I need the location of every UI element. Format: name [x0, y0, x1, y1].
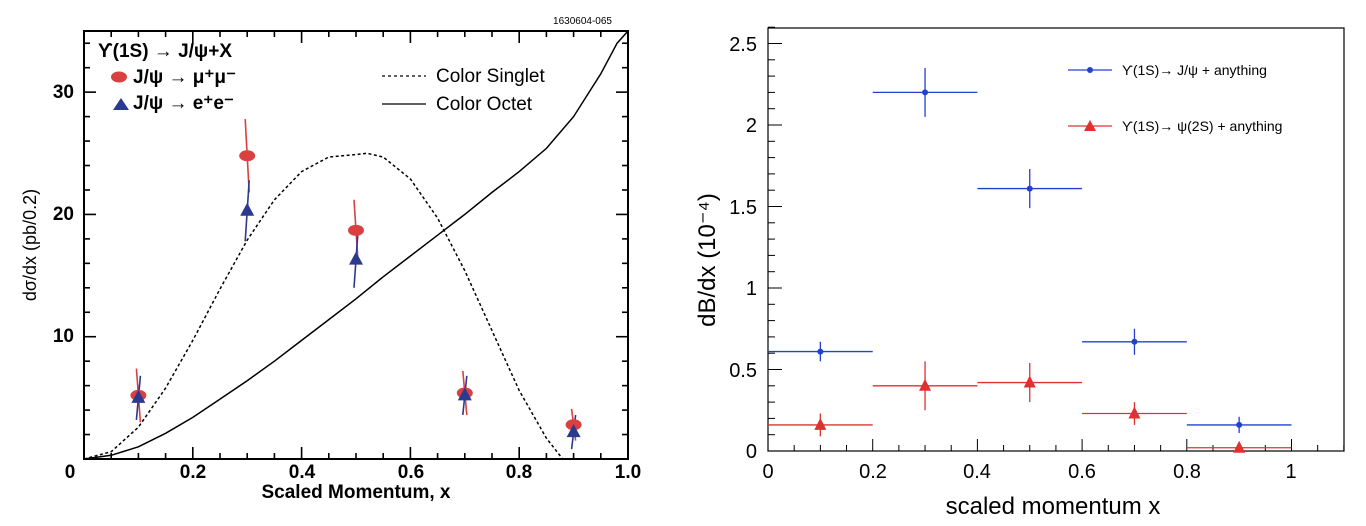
- data-point-ee: [349, 251, 363, 265]
- right-ticks: [767, 26, 1345, 452]
- left-x-tick-label: 0.4: [289, 462, 316, 483]
- right-y-tick-label: 1: [746, 278, 757, 300]
- data-point-ee: [566, 424, 581, 438]
- left-y-tick-label: 30: [53, 82, 74, 103]
- left-chart: 1630604-065 10 20 30 0 0.2 0.4 0.6 0.8 1…: [20, 16, 641, 503]
- data-point-mumu: [348, 224, 364, 236]
- left-points: [130, 119, 582, 450]
- data-point-psi2s: [919, 378, 932, 391]
- left-legend-octet: Color Octet: [436, 94, 533, 115]
- right-x-tick-label: 0: [762, 461, 773, 483]
- left-legend: ϒ(1S) → J/ψ+X J/ψ → μ⁺μ⁻ J/ψ → e⁺e⁻ Colo…: [98, 41, 545, 115]
- data-point-psi2s: [1128, 406, 1141, 419]
- legend-marker-ee: [113, 98, 129, 110]
- data-point-jpsi: [1236, 421, 1243, 428]
- color-singlet-curve: [83, 152, 564, 460]
- legend-marker-mumu: [111, 71, 127, 83]
- right-legend-jpsi: ϒ(1S)→ J/ψ + anything: [1122, 62, 1267, 78]
- left-legend-mumu: J/ψ → μ⁺μ⁻: [133, 67, 236, 88]
- data-point-jpsi: [1131, 338, 1138, 345]
- left-x-tick-label: 0: [65, 462, 76, 483]
- right-x-axis-label: scaled momentum x: [946, 493, 1161, 520]
- right-y-tick-label: 2: [746, 115, 757, 137]
- legend-marker-psi2s: [1084, 120, 1096, 131]
- data-point-ee: [240, 202, 255, 216]
- data-point-jpsi: [1026, 185, 1033, 192]
- left-x-tick-label: 0.6: [398, 462, 424, 483]
- right-y-axis-label: dB/dx (10⁻⁴): [694, 193, 721, 327]
- left-x-tick-label: 1.0: [615, 462, 641, 483]
- right-x-tick-label: 0.8: [1173, 461, 1201, 483]
- right-x-tick-label: 1: [1285, 461, 1296, 483]
- data-point-jpsi: [922, 89, 929, 96]
- right-y-tick-label: 0: [746, 441, 757, 463]
- right-plot-frame: [767, 27, 1345, 452]
- right-points: [768, 67, 1292, 453]
- right-chart: 0 0.5 1 1.5 2 2.5 0 0.2 0.4 0.6 0.8 1 sc…: [694, 26, 1345, 520]
- left-y-tick-label: 20: [53, 204, 74, 225]
- right-y-tick-label: 1.5: [729, 197, 757, 219]
- data-point-ee: [131, 389, 146, 403]
- left-y-tick-label: 10: [53, 326, 74, 347]
- color-octet-curve: [83, 30, 629, 460]
- right-x-tick-label: 0.4: [963, 461, 991, 483]
- left-legend-ee: J/ψ → e⁺e⁻: [133, 93, 234, 114]
- data-point-psi2s: [814, 417, 827, 430]
- left-x-tick-label: 0.2: [180, 462, 206, 483]
- left-x-tick-label: 0.8: [506, 462, 532, 483]
- data-point-psi2s: [1233, 440, 1246, 453]
- right-legend: ϒ(1S)→ J/ψ + anything ϒ(1S)→ ψ(2S) + any…: [1068, 62, 1282, 134]
- left-curves: [83, 30, 629, 460]
- left-legend-singlet: Color Singlet: [436, 66, 545, 87]
- left-x-axis-label: Scaled Momentum, x: [262, 482, 451, 503]
- data-point-mumu: [239, 150, 256, 162]
- right-x-tick-label: 0.6: [1068, 461, 1096, 483]
- left-id-label: 1630604-065: [553, 16, 612, 27]
- legend-marker-jpsi: [1087, 67, 1093, 73]
- data-point-ee: [457, 387, 472, 401]
- right-x-tick-label: 0.2: [859, 461, 887, 483]
- right-legend-psi2s: ϒ(1S)→ ψ(2S) + anything: [1122, 118, 1282, 134]
- left-y-axis-label: dσ/dx (pb/0.2): [20, 189, 40, 301]
- left-ticks: [83, 31, 629, 460]
- data-point-psi2s: [1023, 375, 1036, 388]
- right-y-tick-label: 2.5: [729, 34, 757, 56]
- data-point-jpsi: [817, 348, 824, 355]
- left-legend-title: ϒ(1S) → J/ψ+X: [98, 41, 232, 62]
- right-y-tick-label: 0.5: [729, 360, 757, 382]
